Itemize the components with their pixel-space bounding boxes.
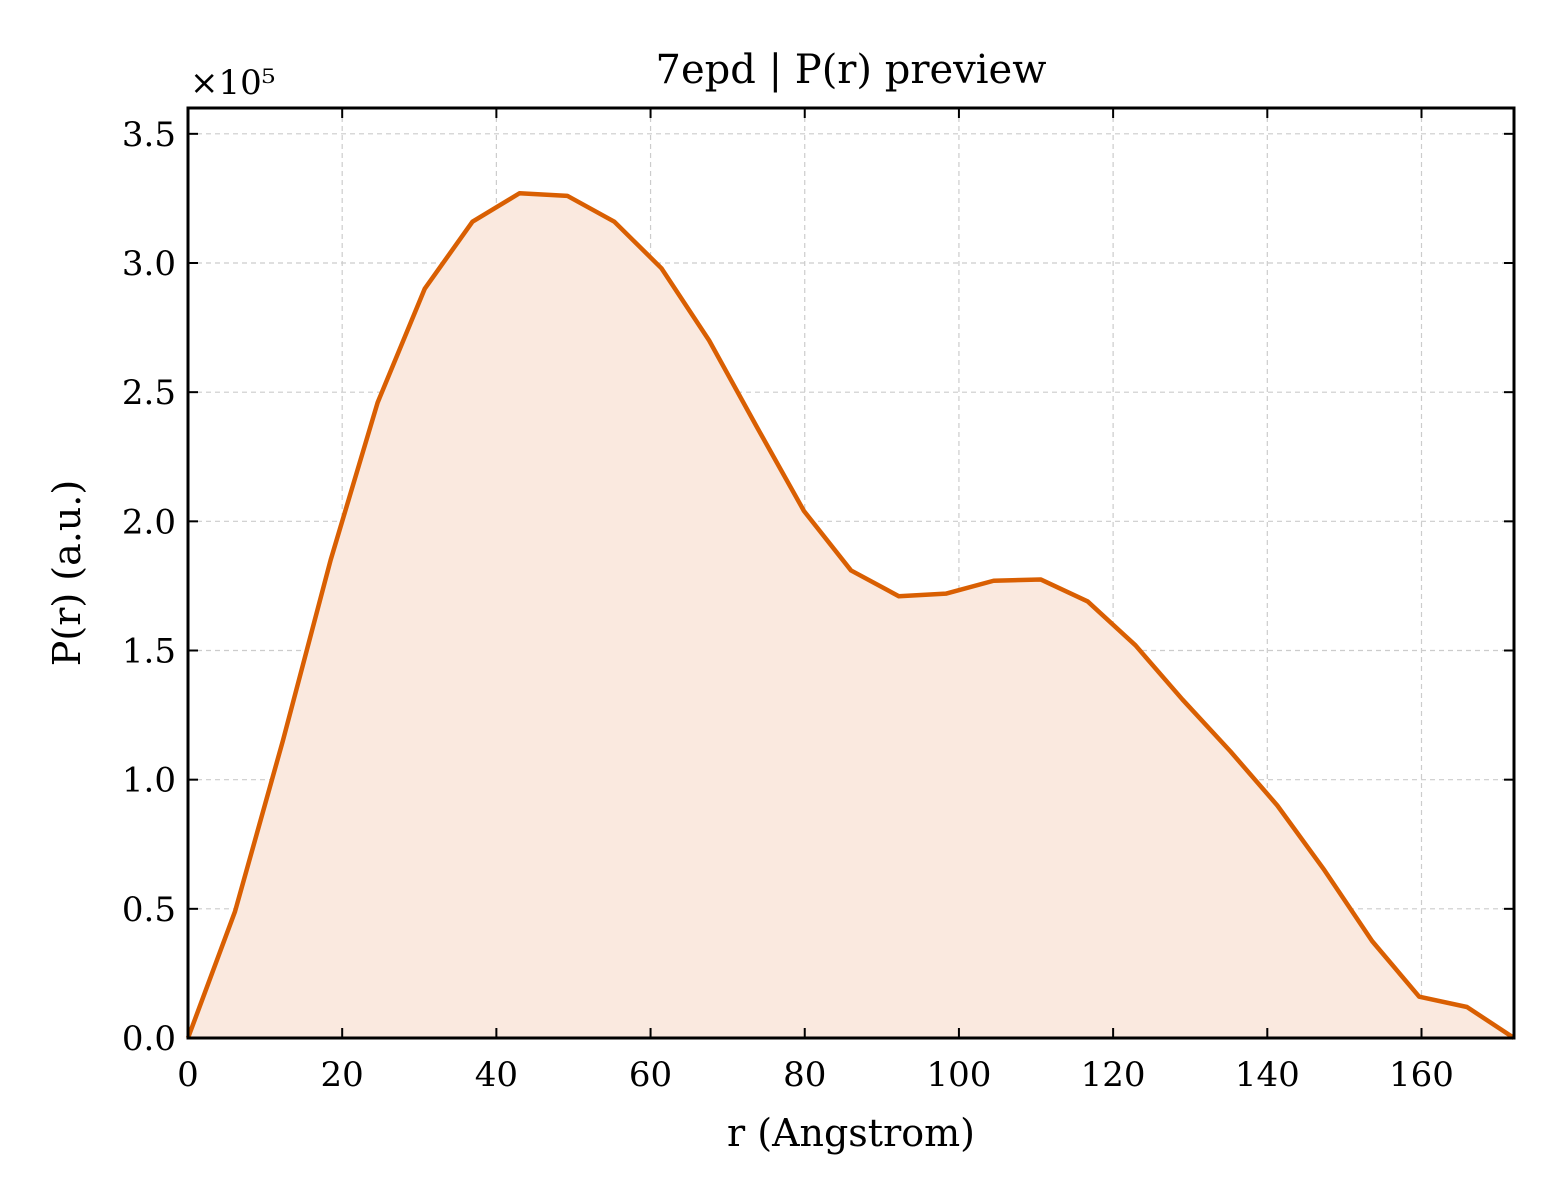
x-tick-label: 140	[1235, 1055, 1300, 1095]
y-axis-label: P(r) (a.u.)	[45, 480, 89, 666]
y-tick-label: 1.5	[122, 632, 176, 672]
y-tick-label: 3.5	[122, 115, 176, 155]
y-tick-label: 1.0	[122, 761, 176, 801]
y-tick-label: 2.0	[122, 502, 176, 542]
x-tick-label: 20	[321, 1055, 364, 1095]
chart-title: 7epd | P(r) preview	[656, 47, 1047, 93]
x-tick-label: 100	[926, 1055, 991, 1095]
y-tick-label: 3.0	[122, 244, 176, 284]
x-tick-label: 160	[1389, 1055, 1454, 1095]
x-tick-label: 40	[475, 1055, 518, 1095]
y-tick-label: 0.5	[122, 890, 176, 930]
x-tick-label: 120	[1081, 1055, 1146, 1095]
y-tick-label: 2.5	[122, 373, 176, 413]
pr-series-line	[185, 191, 1516, 1040]
pr-area-fill	[188, 193, 1514, 1038]
axis-ticks: 0 20 40 60 80 100 120 140 160 0.0 0.5 1.0 1.5 2.0 2.5 3…	[122, 108, 1514, 1095]
y-axis-offset-label: ×10⁵	[190, 63, 275, 103]
x-tick-label: 60	[629, 1055, 672, 1095]
x-tick-label: 80	[783, 1055, 826, 1095]
x-axis-label: r (Angstrom)	[727, 1111, 975, 1155]
y-tick-label: 0.0	[122, 1019, 176, 1059]
x-tick-label: 0	[177, 1055, 199, 1095]
plot-frame	[186, 106, 1516, 1040]
